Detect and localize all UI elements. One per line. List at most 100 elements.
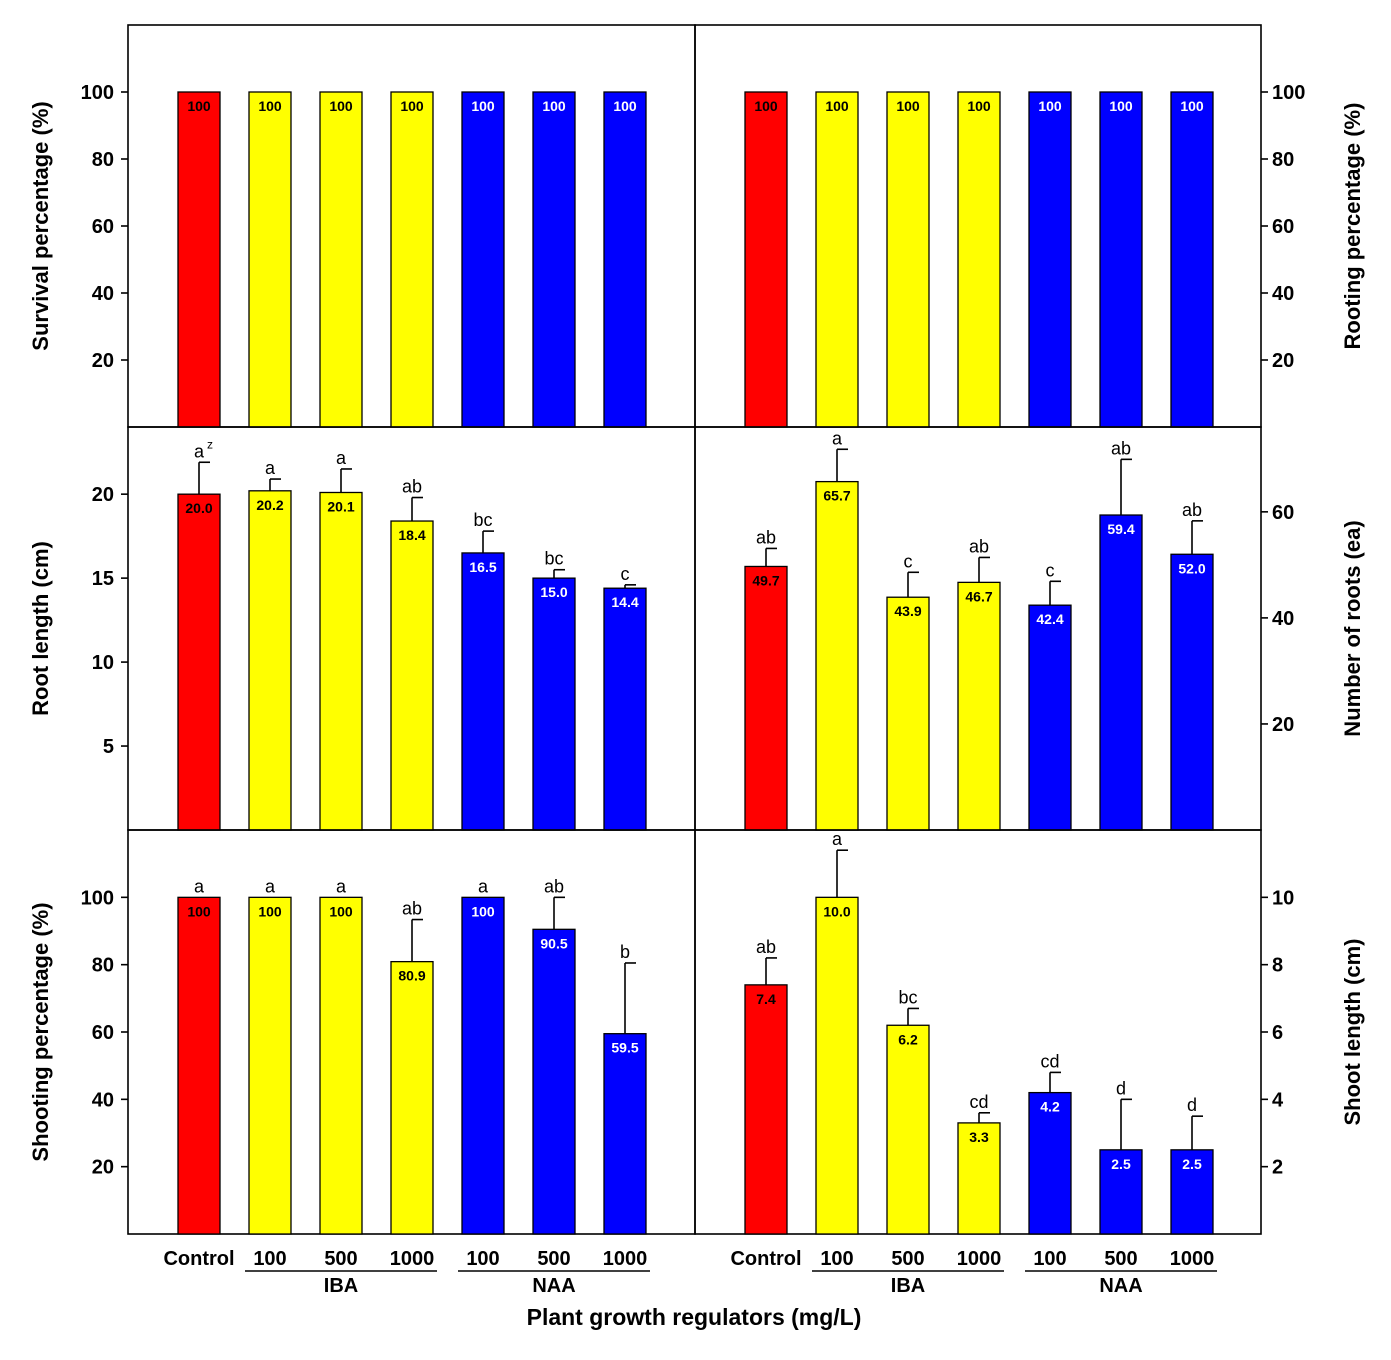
- significance-letter: ab: [402, 899, 422, 919]
- value-label: 100: [471, 903, 495, 919]
- bar-naa: [1028, 604, 1072, 831]
- value-label: 18.4: [398, 527, 425, 543]
- panel-middle-right: 20 40 60 Number of roots (ea) 49.7 ab 65.7 a 43.…: [694, 426, 1365, 831]
- bar-control: [744, 91, 788, 428]
- value-label: 6.2: [898, 1031, 918, 1047]
- significance-letter: a: [478, 876, 489, 896]
- group-label: NAA: [1099, 1275, 1142, 1297]
- value-label: 80.9: [398, 968, 425, 984]
- bar-iba: [319, 91, 363, 428]
- bar-naa: [603, 91, 647, 428]
- bar-iba: [390, 520, 434, 831]
- value-label: 10.0: [823, 903, 850, 919]
- bar-iba: [886, 1024, 930, 1235]
- significance-superscript: z: [207, 437, 213, 451]
- y-tick-label: 8: [1272, 955, 1283, 977]
- chart-panels: 20 40 60 80 100 Survival percentage (%) 100 100…: [28, 24, 1365, 1235]
- value-label: 100: [825, 98, 849, 114]
- x-tick-label: 100: [1033, 1248, 1066, 1270]
- x-axis-label: Plant growth regulators (mg/L): [527, 1304, 862, 1330]
- value-label: 3.3: [969, 1129, 989, 1145]
- value-label: 100: [1038, 98, 1062, 114]
- significance-letter: c: [904, 551, 913, 571]
- significance-letter: c: [621, 564, 630, 584]
- x-tick-label: 1000: [603, 1248, 648, 1270]
- value-label: 100: [754, 98, 778, 114]
- panel-bottom-right: 2 4 6 8 10 Shoot length (cm) 7.4 ab 10.0 a 6.2 bc 3.…: [694, 829, 1365, 1235]
- bar-iba: [248, 490, 292, 831]
- y-tick-label: 20: [92, 484, 114, 506]
- bar-control: [744, 984, 788, 1235]
- bar-iba: [390, 960, 434, 1235]
- bar-naa: [1028, 1091, 1072, 1235]
- significance-letter: ab: [402, 477, 422, 497]
- significance-letter: a: [194, 441, 205, 461]
- value-label: 20.2: [256, 497, 283, 513]
- value-label: 42.4: [1036, 611, 1063, 627]
- bar-control: [177, 91, 221, 428]
- x-tick-label: 500: [891, 1248, 924, 1270]
- value-label: 14.4: [611, 594, 638, 610]
- x-tick-label: 1000: [390, 1248, 435, 1270]
- bar-control: [744, 565, 788, 831]
- bar-naa: [461, 552, 505, 831]
- panel-bottom-left: 20 40 60 80 100 Shooting percentage (%) 100 a 10…: [28, 829, 696, 1235]
- bar-iba: [390, 91, 434, 428]
- bar-iba: [815, 480, 859, 831]
- value-label: 100: [400, 98, 424, 114]
- y-tick-label: 6: [1272, 1022, 1283, 1044]
- panel-top-right: 20 40 60 80 100 Rooting percentage (%) 100 100 1…: [694, 24, 1365, 428]
- y-tick-label: 2: [1272, 1157, 1283, 1179]
- significance-letter: a: [265, 876, 276, 896]
- value-label: 65.7: [823, 488, 850, 504]
- significance-letter: ab: [756, 937, 776, 957]
- x-tick-label: 500: [324, 1248, 357, 1270]
- x-tick-label: 100: [253, 1248, 286, 1270]
- value-label: 100: [258, 98, 282, 114]
- bar-iba: [319, 491, 363, 831]
- value-label: 49.7: [752, 572, 779, 588]
- bar-naa: [1099, 514, 1143, 831]
- x-tick-label: 500: [1104, 1248, 1137, 1270]
- bar-naa: [532, 91, 576, 428]
- value-label: 100: [1180, 98, 1204, 114]
- value-label: 100: [967, 98, 991, 114]
- x-tick-label: 500: [537, 1248, 570, 1270]
- significance-letter: d: [1187, 1095, 1197, 1115]
- significance-letter: a: [832, 829, 843, 849]
- significance-letter: a: [832, 428, 843, 448]
- value-label: 100: [329, 903, 353, 919]
- y-tick-label: 15: [92, 568, 114, 590]
- y-tick-label: 40: [92, 283, 114, 305]
- bar-iba: [319, 896, 363, 1235]
- bar-naa: [603, 1033, 647, 1235]
- bar-iba: [815, 91, 859, 428]
- y-tick-label: 10: [1272, 887, 1294, 909]
- x-axis: Plant growth regulators (mg/L) Control 10…: [163, 1248, 1217, 1330]
- value-label: 100: [896, 98, 920, 114]
- bar-naa: [1028, 91, 1072, 428]
- significance-letter: a: [265, 458, 276, 478]
- y-tick-label: 20: [92, 350, 114, 372]
- significance-letter: ab: [756, 527, 776, 547]
- bar-iba: [886, 91, 930, 428]
- value-label: 90.5: [540, 935, 567, 951]
- y-tick-label: 5: [103, 736, 114, 758]
- bar-naa: [1099, 1149, 1143, 1235]
- significance-letter: cd: [969, 1092, 988, 1112]
- value-label: 100: [329, 98, 353, 114]
- bar-control: [177, 896, 221, 1235]
- y-tick-label: 100: [81, 82, 114, 104]
- value-label: 16.5: [469, 559, 496, 575]
- significance-letter: cd: [1040, 1051, 1059, 1071]
- bar-naa: [1170, 91, 1214, 428]
- significance-letter: a: [336, 448, 347, 468]
- value-label: 100: [187, 98, 211, 114]
- y-axis-label: Survival percentage (%): [28, 101, 53, 350]
- value-label: 100: [613, 98, 637, 114]
- y-axis-label: Root length (cm): [28, 541, 53, 716]
- bar-iba: [957, 1122, 1001, 1235]
- y-tick-label: 4: [1272, 1089, 1284, 1111]
- y-tick-label: 60: [1272, 502, 1294, 524]
